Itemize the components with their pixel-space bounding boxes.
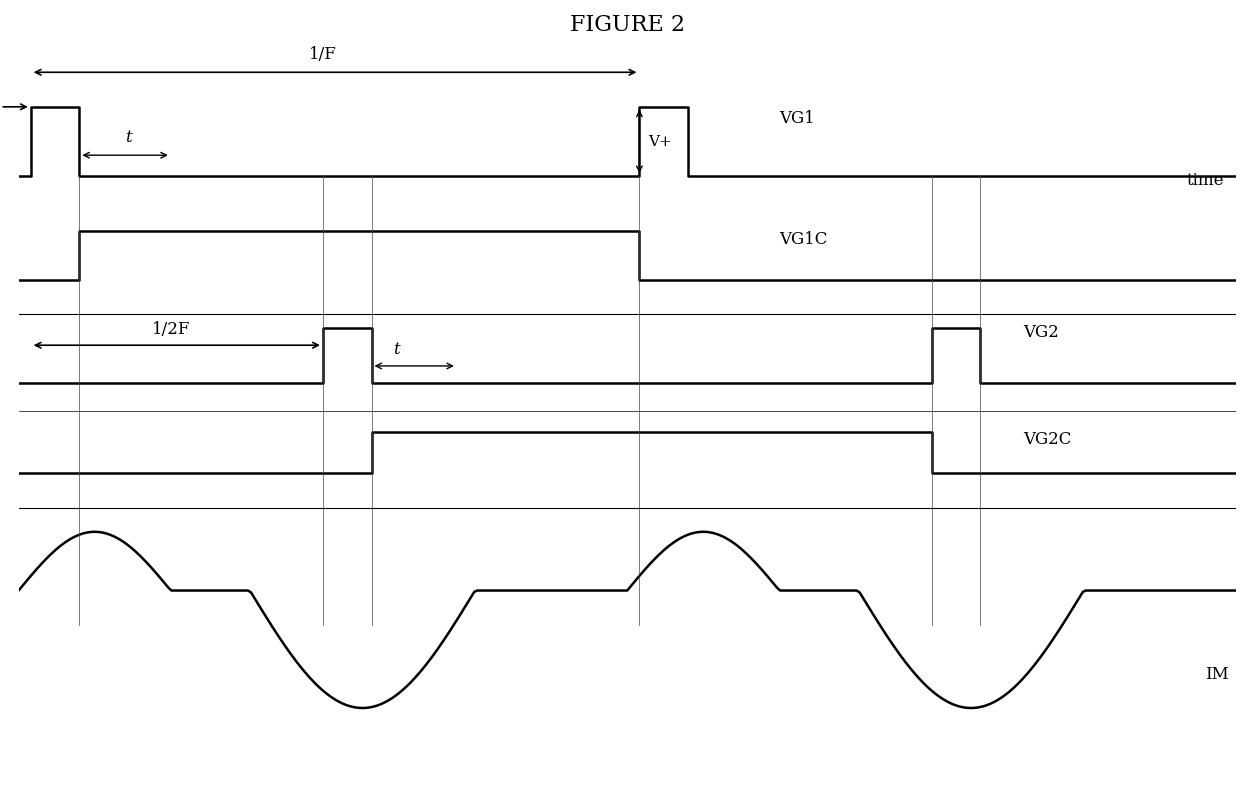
Text: FIGURE 2: FIGURE 2 [569, 14, 684, 36]
Text: IM: IM [1205, 665, 1229, 682]
Text: VG2C: VG2C [1023, 431, 1071, 448]
Text: time: time [1187, 172, 1224, 188]
Text: VG1: VG1 [780, 110, 815, 127]
Text: 1/2F: 1/2F [151, 321, 190, 338]
Text: t: t [125, 128, 131, 146]
Text: VG2: VG2 [1023, 323, 1059, 341]
Text: 1/F: 1/F [309, 46, 337, 63]
Text: VG1C: VG1C [780, 230, 828, 247]
Text: t: t [393, 341, 399, 358]
Text: V+: V+ [649, 136, 672, 149]
